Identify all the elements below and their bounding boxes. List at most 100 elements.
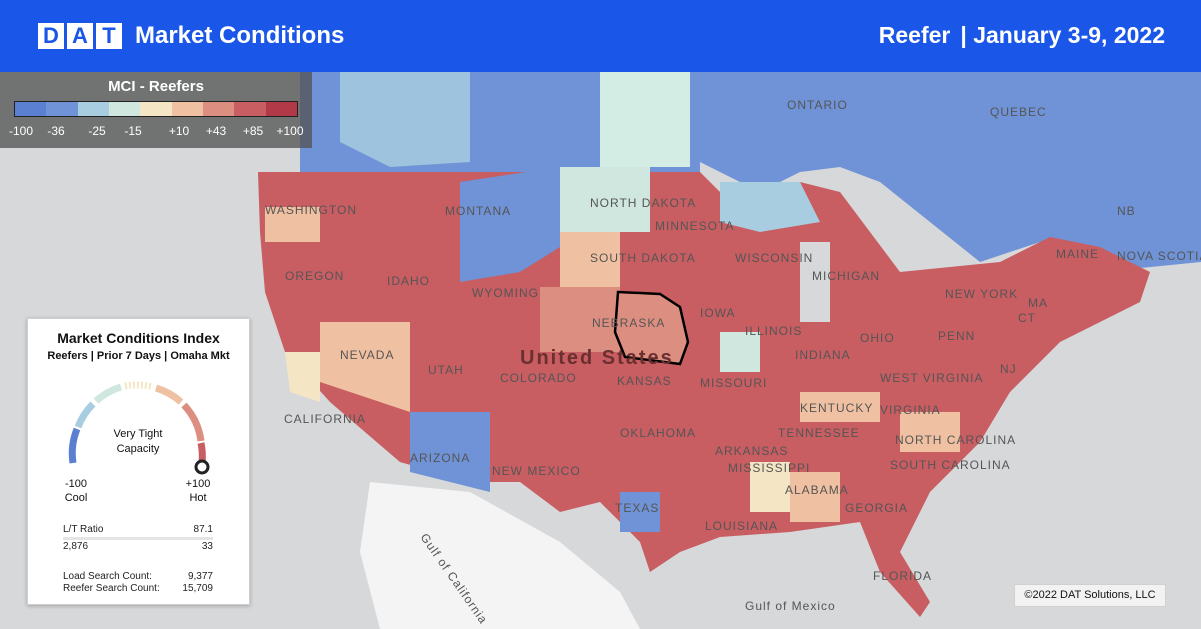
lt-ratio-label: L/T Ratio bbox=[63, 524, 104, 535]
label-kansas: KANSAS bbox=[617, 374, 672, 388]
market-conditions-panel: Market Conditions Index Reefers | Prior … bbox=[27, 318, 250, 605]
trucks-count: 33 bbox=[201, 541, 213, 552]
label-tennessee: TENNESSEE bbox=[778, 426, 860, 440]
illinois-region bbox=[720, 332, 760, 372]
label-kentucky: KENTUCKY bbox=[800, 401, 873, 415]
loads-trucks-row: 2,876 33 bbox=[63, 541, 213, 552]
label-united-states: United States bbox=[520, 347, 674, 369]
loads-count: 2,876 bbox=[63, 541, 89, 552]
legend-swatch bbox=[265, 102, 297, 116]
omaha-market-outline[interactable] bbox=[613, 290, 690, 366]
gauge-indicator bbox=[194, 459, 210, 475]
label-quebec: QUEBEC bbox=[990, 105, 1047, 119]
label-arizona: ARIZONA bbox=[410, 451, 470, 465]
label-new-mexico: NEW MEXICO bbox=[492, 464, 581, 478]
legend-swatch bbox=[15, 102, 47, 116]
alabama-region bbox=[790, 472, 840, 522]
gauge-arc-neutral bbox=[124, 381, 154, 391]
gauge-max: +100 Hot bbox=[178, 477, 218, 505]
legend-swatch bbox=[202, 102, 235, 116]
label-oregon: OREGON bbox=[285, 269, 344, 283]
gauge-arc-hot bbox=[181, 402, 205, 442]
reefer-search-row: Reefer Search Count: 15,709 bbox=[63, 583, 213, 594]
california-coast-region bbox=[285, 352, 320, 402]
label-iowa: IOWA bbox=[700, 306, 736, 320]
label-virginia: VIRGINIA bbox=[880, 403, 941, 417]
legend-ticks: -100 -36 -25 -15 +10 +43 +85 +100 bbox=[6, 124, 306, 140]
label-arkansas: ARKANSAS bbox=[715, 444, 788, 458]
mci-legend: MCI - Reefers -100 -36 -25 -15 +10 +43 +… bbox=[0, 72, 312, 148]
gauge-arc-warm bbox=[154, 384, 184, 405]
canada-region bbox=[300, 72, 1201, 272]
label-ma: MA bbox=[1028, 296, 1048, 310]
panel-subtitle: Reefers | Prior 7 Days | Omaha Mkt bbox=[47, 350, 230, 362]
legend-swatch bbox=[171, 102, 203, 116]
label-texas: TEXAS bbox=[615, 501, 659, 515]
legend-tick: -36 bbox=[47, 124, 65, 138]
legend-tick: +10 bbox=[168, 124, 190, 138]
reefer-search-value: 15,709 bbox=[182, 583, 213, 594]
legend-tick: +43 bbox=[205, 124, 227, 138]
gauge-label: Very Tight Capacity bbox=[88, 427, 188, 457]
dat-logo: D A T bbox=[38, 23, 122, 49]
label-nj: NJ bbox=[1000, 362, 1017, 376]
label-west-virginia: WEST VIRGINIA bbox=[880, 371, 983, 385]
oregon-region bbox=[265, 207, 320, 242]
legend-title: MCI - Reefers bbox=[108, 78, 204, 95]
label-illinois: ILLINOIS bbox=[745, 324, 802, 338]
report-title: Reefer | January 3-9, 2022 bbox=[879, 22, 1165, 49]
label-georgia: GEORGIA bbox=[845, 501, 908, 515]
label-north-carolina: NORTH CAROLINA bbox=[895, 433, 1016, 447]
label-nb: NB bbox=[1117, 204, 1136, 218]
label-wisconsin: WISCONSIN bbox=[735, 251, 813, 265]
label-wyoming: WYOMING bbox=[472, 286, 539, 300]
label-alabama: ALABAMA bbox=[785, 483, 849, 497]
label-washington: WASHINGTON bbox=[265, 203, 357, 217]
nevada-region bbox=[320, 322, 410, 412]
label-missouri: MISSOURI bbox=[700, 376, 767, 390]
load-search-row: Load Search Count: 9,377 bbox=[63, 571, 213, 582]
load-search-value: 9,377 bbox=[187, 571, 213, 582]
label-minnesota: MINNESOTA bbox=[655, 219, 734, 233]
logo-letter-a: A bbox=[67, 23, 93, 49]
brand-title: Market Conditions bbox=[135, 22, 345, 49]
lt-ratio-divider bbox=[63, 537, 213, 540]
arizona-region bbox=[410, 412, 490, 492]
label-florida: FLORIDA bbox=[873, 569, 932, 583]
gauge-text-line1: Very Tight bbox=[113, 428, 163, 440]
north-dakota-region bbox=[560, 167, 650, 232]
label-california: CALIFORNIA bbox=[284, 412, 366, 426]
header-bar: D A T Market Conditions Reefer | January… bbox=[0, 0, 1201, 72]
gauge-min-label: Cool bbox=[64, 492, 88, 504]
legend-swatch bbox=[108, 102, 141, 116]
mexico-land bbox=[360, 482, 640, 629]
texas-south-region bbox=[620, 492, 660, 532]
canada-prairie bbox=[600, 72, 690, 167]
gauge-arc-cool bbox=[68, 427, 81, 464]
canada-bc bbox=[340, 72, 470, 167]
label-colorado: COLORADO bbox=[500, 371, 577, 385]
mci-gauge bbox=[68, 381, 210, 475]
label-louisiana: LOUISIANA bbox=[705, 519, 778, 533]
label-gulf-of-mexico: Gulf of Mexico bbox=[745, 599, 836, 613]
label-oklahoma: OKLAHOMA bbox=[620, 426, 696, 440]
label-idaho: IDAHO bbox=[387, 274, 430, 288]
label-south-dakota: SOUTH DAKOTA bbox=[590, 251, 696, 265]
label-indiana: INDIANA bbox=[795, 348, 851, 362]
label-mississippi: MISSISSIPPI bbox=[728, 461, 810, 475]
label-ohio: OHIO bbox=[860, 331, 895, 345]
label-nevada: NEVADA bbox=[340, 348, 394, 362]
label-utah: UTAH bbox=[428, 363, 464, 377]
label-nebraska: NEBRASKA bbox=[592, 316, 665, 330]
reefer-search-label: Reefer Search Count: bbox=[63, 583, 160, 594]
lt-ratio-value: 87.1 bbox=[193, 524, 213, 535]
copyright-credit: ©2022 DAT Solutions, LLC bbox=[1014, 584, 1166, 607]
legend-tick: -100 bbox=[8, 124, 34, 138]
us-region bbox=[258, 172, 1150, 617]
legend-tick: +85 bbox=[242, 124, 264, 138]
lt-ratio-row: L/T Ratio 87.1 bbox=[63, 524, 213, 535]
south-dakota-region bbox=[560, 232, 620, 287]
mississippi-region bbox=[750, 462, 790, 512]
legend-tick: +100 bbox=[276, 124, 304, 138]
kentucky-region bbox=[800, 392, 880, 422]
